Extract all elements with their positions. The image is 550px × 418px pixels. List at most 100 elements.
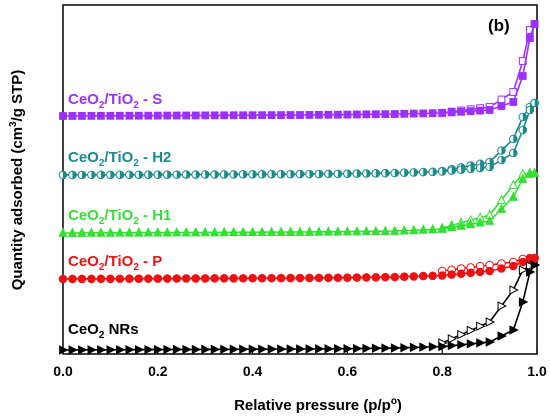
data-point-marker	[97, 345, 107, 355]
data-point-marker	[276, 226, 286, 236]
data-point-marker	[362, 110, 371, 119]
data-point-marker	[285, 226, 296, 236]
data-point-marker	[153, 111, 162, 120]
data-point-marker-half	[233, 170, 238, 179]
data-point-marker-half	[205, 170, 210, 179]
series-label-sub2: 2	[133, 158, 139, 169]
data-point-marker	[144, 344, 154, 355]
x-axis-title-end: )	[397, 397, 402, 414]
data-point-marker	[162, 274, 172, 283]
data-point-marker	[466, 107, 475, 116]
data-point-marker-half	[186, 170, 191, 179]
x-axis-title: Relative pressure (p/po)	[234, 396, 402, 414]
series-label-base: CeO	[68, 91, 99, 108]
data-point-marker	[277, 344, 287, 354]
data-point-marker	[497, 102, 506, 110]
data-point-marker	[295, 226, 305, 236]
data-point-marker	[509, 325, 519, 335]
data-point-marker-half	[300, 170, 304, 178]
data-point-marker	[172, 227, 182, 237]
data-point-marker	[400, 109, 409, 118]
series-label: CeO2/TiO2 - S	[68, 91, 162, 111]
data-point-marker-half	[110, 171, 115, 179]
data-point-marker	[124, 227, 135, 237]
data-point-marker	[518, 265, 529, 275]
data-point-marker	[476, 338, 486, 348]
data-point-marker	[219, 226, 229, 237]
data-point-marker	[409, 272, 419, 281]
data-point-marker	[419, 109, 428, 118]
data-point-marker	[295, 273, 305, 283]
data-point-marker	[153, 274, 163, 283]
panel-label: (b)	[488, 16, 510, 35]
series-label: CeO2 NRs	[68, 321, 139, 341]
data-point-marker	[334, 344, 344, 354]
data-point-marker	[447, 340, 458, 351]
data-point-marker-half	[167, 170, 172, 179]
series-label-sub: 2	[99, 216, 105, 227]
data-point-marker	[447, 270, 456, 279]
data-point-marker-half	[252, 170, 257, 179]
data-point-marker	[78, 345, 88, 355]
data-point-marker	[210, 344, 221, 355]
data-point-marker	[87, 345, 97, 355]
data-point-marker	[476, 321, 486, 331]
data-point-marker-half	[489, 163, 494, 171]
series-label: CeO2/TiO2 - H2	[68, 149, 171, 169]
data-point-marker	[248, 111, 257, 120]
data-point-marker	[525, 267, 536, 277]
data-point-marker	[68, 112, 77, 120]
data-point-marker	[457, 107, 466, 116]
data-point-marker	[466, 325, 477, 336]
data-point-marker	[509, 261, 518, 271]
data-point-marker	[257, 226, 267, 237]
data-point-marker	[210, 274, 219, 283]
y-axis-title: Quantity adsorbed (cm3/g STP)	[8, 70, 26, 291]
series-label-suffix: - H2	[139, 149, 172, 166]
data-point-marker	[466, 268, 475, 278]
data-point-marker	[428, 223, 438, 234]
data-point-marker-half	[337, 169, 342, 178]
data-point-marker	[209, 226, 220, 237]
data-point-marker	[418, 224, 428, 234]
data-point-marker-half	[328, 170, 333, 178]
data-point-marker	[390, 225, 400, 235]
data-point-marker	[125, 345, 135, 355]
data-point-marker	[447, 108, 456, 117]
data-point-marker-half	[63, 171, 67, 179]
x-tick-label: 0.4	[243, 363, 263, 379]
y-axis-title-sup: 3	[8, 121, 19, 127]
data-point-marker	[172, 111, 181, 120]
data-point-marker	[228, 226, 239, 237]
data-point-marker	[115, 274, 125, 284]
data-point-marker	[399, 225, 409, 235]
data-point-marker-half	[423, 168, 428, 176]
data-point-marker	[334, 110, 342, 119]
data-point-marker	[315, 110, 323, 119]
data-point-marker-half	[318, 170, 323, 178]
data-point-marker	[476, 106, 485, 115]
data-point-marker	[447, 334, 458, 344]
data-point-marker	[342, 226, 353, 236]
data-point-marker	[333, 273, 343, 283]
data-point-marker	[465, 218, 476, 229]
data-point-marker	[96, 274, 106, 284]
data-point-marker	[466, 339, 477, 349]
data-point-marker	[497, 331, 507, 341]
data-point-marker-half	[501, 156, 506, 164]
data-point-marker	[518, 173, 528, 183]
data-point-marker	[220, 344, 230, 355]
data-point-marker	[456, 269, 466, 279]
data-point-marker	[87, 274, 96, 284]
data-point-marker	[182, 344, 192, 355]
data-point-marker	[371, 110, 380, 119]
data-point-marker-half	[413, 168, 418, 177]
data-point-marker	[266, 226, 277, 237]
data-point-marker	[210, 111, 219, 120]
data-point-marker-half	[442, 167, 447, 176]
data-point-marker	[86, 227, 97, 237]
data-point-marker-half	[522, 126, 527, 134]
data-point-marker	[277, 111, 285, 119]
data-point-marker-half	[148, 170, 153, 179]
